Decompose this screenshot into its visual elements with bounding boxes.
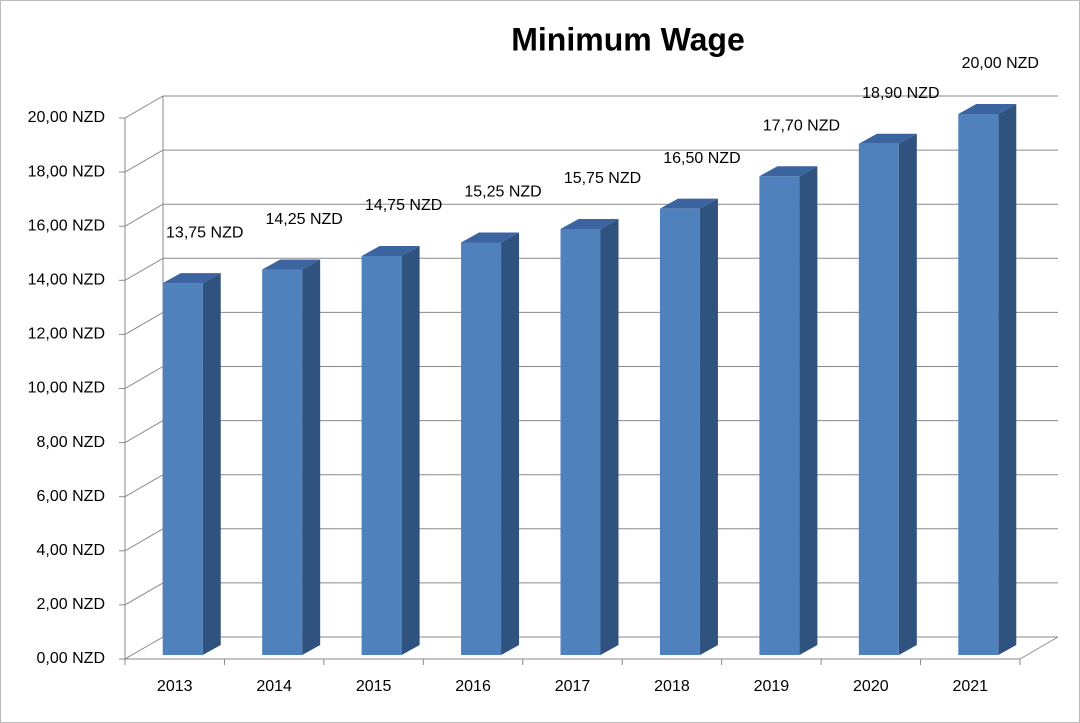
bar-top xyxy=(162,273,221,284)
x-tick-label: 2016 xyxy=(455,678,491,695)
x-tick-label: 2019 xyxy=(754,678,790,695)
y-tick-label: 2,00 NZD xyxy=(37,596,105,613)
grid-line xyxy=(124,474,164,498)
data-label: 17,70 NZD xyxy=(763,117,840,134)
floor-right xyxy=(1019,636,1059,660)
bar xyxy=(461,242,502,656)
data-label: 14,25 NZD xyxy=(265,211,342,228)
bar xyxy=(262,269,303,655)
bar-top xyxy=(659,198,718,209)
bar-top xyxy=(461,232,520,243)
bar-side xyxy=(699,198,718,656)
bar-top xyxy=(958,104,1017,114)
x-tick-label: 2021 xyxy=(952,678,988,695)
bar xyxy=(162,283,203,655)
bar-side xyxy=(799,166,818,655)
bar-side xyxy=(898,133,917,655)
bar-side xyxy=(401,246,420,655)
grid-line xyxy=(124,149,164,173)
x-tick-label: 2015 xyxy=(356,678,392,695)
data-label: 13,75 NZD xyxy=(166,224,243,241)
grid-line xyxy=(124,203,164,227)
bar-side xyxy=(501,232,520,656)
bar xyxy=(659,208,700,656)
bar-top xyxy=(759,166,818,177)
grid-line xyxy=(124,420,164,444)
bar xyxy=(858,143,899,655)
bar-side xyxy=(600,218,619,655)
y-tick-label: 6,00 NZD xyxy=(37,488,105,505)
y-tick-label: 16,00 NZD xyxy=(28,217,105,234)
grid-line xyxy=(124,257,164,281)
bar-top xyxy=(560,218,619,229)
grid-line xyxy=(124,366,164,389)
x-tick-label: 2013 xyxy=(157,678,193,695)
bar xyxy=(560,228,601,655)
bar-side xyxy=(302,259,321,655)
x-tick-label: 2017 xyxy=(555,678,591,695)
y-tick-label: 0,00 NZD xyxy=(37,650,105,667)
data-label: 15,25 NZD xyxy=(464,184,541,201)
grid-line xyxy=(124,311,164,335)
bar xyxy=(759,176,800,655)
bar-top xyxy=(262,259,321,270)
y-tick-label: 12,00 NZD xyxy=(28,326,105,343)
x-tick-label: 2014 xyxy=(256,678,292,695)
bar-top xyxy=(858,133,917,144)
data-label: 14,75 NZD xyxy=(365,197,442,214)
bar-side xyxy=(998,104,1017,655)
y-tick-label: 18,00 NZD xyxy=(28,163,105,180)
y-tick-label: 14,00 NZD xyxy=(28,272,105,289)
grid-line xyxy=(124,95,164,119)
x-tick-label: 2020 xyxy=(853,678,889,695)
bar xyxy=(958,114,999,655)
grid-line xyxy=(124,528,164,552)
data-label: 16,50 NZD xyxy=(663,150,740,167)
bar-side xyxy=(202,273,221,655)
y-tick-label: 10,00 NZD xyxy=(28,380,105,397)
bar xyxy=(361,256,402,655)
bar-top xyxy=(361,246,420,257)
data-label: 20,00 NZD xyxy=(962,55,1039,72)
y-tick-label: 4,00 NZD xyxy=(37,542,105,559)
data-label: 18,90 NZD xyxy=(862,85,939,102)
y-tick-label: 20,00 NZD xyxy=(28,109,105,126)
x-tick-label: 2018 xyxy=(654,678,690,695)
grid-line xyxy=(124,636,164,660)
y-tick-label: 8,00 NZD xyxy=(37,434,105,451)
grid-line xyxy=(124,582,164,606)
chart-title: Minimum Wage xyxy=(511,21,744,57)
data-label: 15,75 NZD xyxy=(564,170,641,187)
